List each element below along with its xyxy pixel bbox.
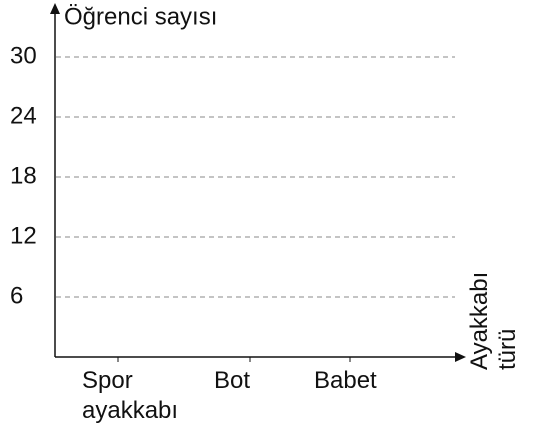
y-axis-label: Öğrenci sayısı (64, 3, 217, 30)
y-tick-label: 12 (10, 222, 37, 249)
y-tick-label: 18 (10, 162, 37, 189)
page: Öğrenci sayısı 6 12 18 24 30 Ayakkabı türü S… (0, 0, 535, 441)
y-tick-label: 30 (10, 42, 37, 69)
x-tick-label: Bot (214, 366, 324, 396)
x-tick-label: Babet (314, 366, 424, 396)
y-tick-label: 24 (10, 102, 37, 129)
x-axis-label: Ayakkabı türü (466, 250, 522, 370)
y-tick-label: 6 (10, 282, 23, 309)
y-arrow (50, 3, 60, 14)
x-tick-label: Spor ayakkabı (82, 366, 192, 426)
x-arrow (455, 352, 466, 362)
